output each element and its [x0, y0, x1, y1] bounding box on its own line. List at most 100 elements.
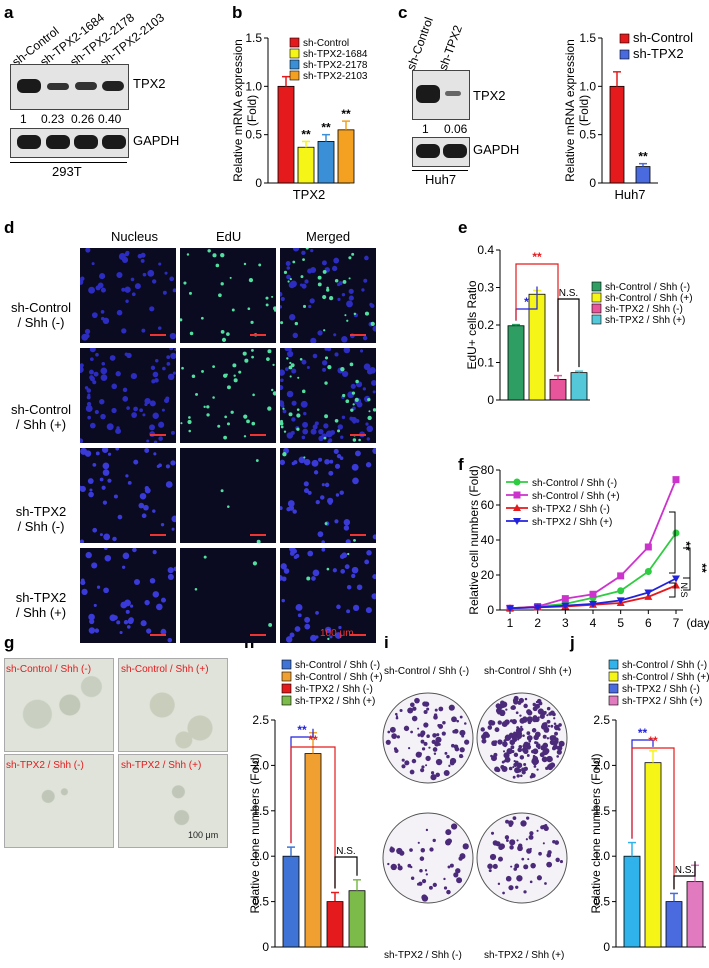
bar	[337, 129, 355, 184]
y-tick-label: 0.5	[245, 128, 262, 142]
colony-dot	[421, 895, 429, 902]
colony-dot	[387, 862, 390, 866]
sig-label: **	[695, 563, 709, 573]
y-tick-label: 20	[481, 568, 495, 582]
colony-dot	[526, 754, 530, 757]
panel-letter-g: g	[4, 633, 15, 652]
data-point	[617, 587, 625, 595]
protein-label: TPX2	[473, 88, 506, 103]
colony-dot	[546, 755, 553, 763]
colony-dot	[443, 886, 448, 890]
colony-dot	[494, 743, 497, 746]
y-axis-label: Relative mRNA expression	[231, 39, 245, 182]
legend-label: sh-TPX2 / Shh (+)	[622, 696, 702, 707]
panel-letter-i: i	[384, 633, 389, 652]
colony-dot	[433, 752, 437, 755]
bar	[317, 141, 335, 184]
y-tick-label: 0.3	[477, 281, 494, 295]
sig-label: **	[301, 127, 311, 141]
colony-dot	[521, 767, 526, 772]
sig-label: **	[679, 541, 693, 551]
colony-dot	[401, 758, 405, 762]
y-tick-label: 2.5	[252, 713, 269, 727]
legend-label: sh-TPX2 / Shh (+)	[532, 517, 612, 528]
colony-dot	[402, 765, 405, 768]
bar	[644, 762, 662, 948]
colony-dot	[505, 839, 509, 842]
colony-dot	[389, 847, 395, 853]
legend-swatch	[591, 281, 602, 292]
colony-dot	[554, 731, 558, 736]
legend-label: sh-Control / Shh (-)	[605, 282, 690, 293]
colony-dot	[501, 760, 505, 764]
colony-dot	[517, 747, 523, 753]
colony-dot	[546, 861, 553, 868]
microscopy-tile	[78, 446, 179, 544]
scale-bar-label: 100 μm	[320, 628, 354, 639]
colony-dot	[432, 882, 437, 887]
blot-image	[412, 70, 470, 120]
colony-dot	[459, 715, 463, 719]
data-point	[672, 575, 680, 583]
bar	[282, 855, 300, 948]
sig-bracket	[683, 547, 691, 590]
x-tick-label: (day)	[686, 616, 709, 630]
colony-dot	[490, 722, 493, 725]
colony-dot	[509, 839, 516, 846]
protein-label: TPX2	[133, 76, 166, 91]
photo-label: sh-TPX2 / Shh (+)	[121, 760, 202, 771]
colony-dot	[510, 740, 514, 743]
colony-dot	[523, 890, 527, 894]
colony-dot	[481, 734, 487, 739]
colony-dot	[533, 765, 537, 768]
y-tick-label: 0.2	[477, 318, 494, 332]
colony-dot	[520, 725, 523, 729]
colony-dot	[421, 878, 427, 884]
legend-swatch	[591, 303, 602, 314]
dish-label: sh-Control / Shh (+)	[484, 666, 572, 677]
colony-dot	[508, 766, 513, 771]
colony-dot	[385, 739, 391, 745]
y-tick-label: 60	[481, 498, 495, 512]
colony-dot	[551, 735, 557, 740]
colony-dot	[552, 839, 556, 844]
colony-dot	[393, 747, 398, 751]
sig-bracket	[557, 298, 580, 372]
colony-dot	[490, 831, 495, 835]
bar	[686, 881, 704, 948]
legend-swatch	[591, 292, 602, 303]
y-tick-label: 1.0	[579, 79, 596, 93]
y-axis-label: Relative cell numbers (Fold)	[467, 465, 481, 614]
microscopy-tile	[76, 346, 178, 444]
bar	[635, 166, 651, 184]
dish-label: sh-TPX2 / Shh (+)	[484, 950, 565, 961]
legend-label: sh-Control / Shh (+)	[295, 672, 383, 683]
colony-dot	[480, 727, 485, 732]
colony-dot	[542, 742, 549, 749]
quant-value: 0.26	[71, 112, 95, 126]
colony-dot	[462, 843, 469, 850]
colony-dot	[414, 697, 420, 704]
colony-dot	[421, 747, 426, 751]
colony-dot	[399, 850, 405, 856]
legend-swatch	[608, 671, 619, 682]
colony-dot	[502, 750, 506, 753]
microscopy-tile	[179, 248, 278, 343]
colony-photo	[118, 754, 228, 848]
colony-dot	[411, 715, 418, 722]
sig-bracket	[334, 856, 358, 889]
column-header: Nucleus	[111, 229, 158, 244]
colony-dot	[531, 758, 538, 765]
colony-dot	[509, 719, 514, 723]
colony-dot	[387, 730, 391, 734]
bar	[623, 855, 641, 948]
colony-dot	[538, 701, 543, 706]
quant-value: 0.23	[41, 112, 65, 126]
colony-dot	[526, 816, 530, 820]
colony-dot	[535, 700, 539, 704]
colony-dot	[504, 734, 512, 741]
colony-dot	[424, 869, 428, 872]
colony-dot	[417, 727, 420, 730]
colony-dot	[515, 730, 523, 737]
